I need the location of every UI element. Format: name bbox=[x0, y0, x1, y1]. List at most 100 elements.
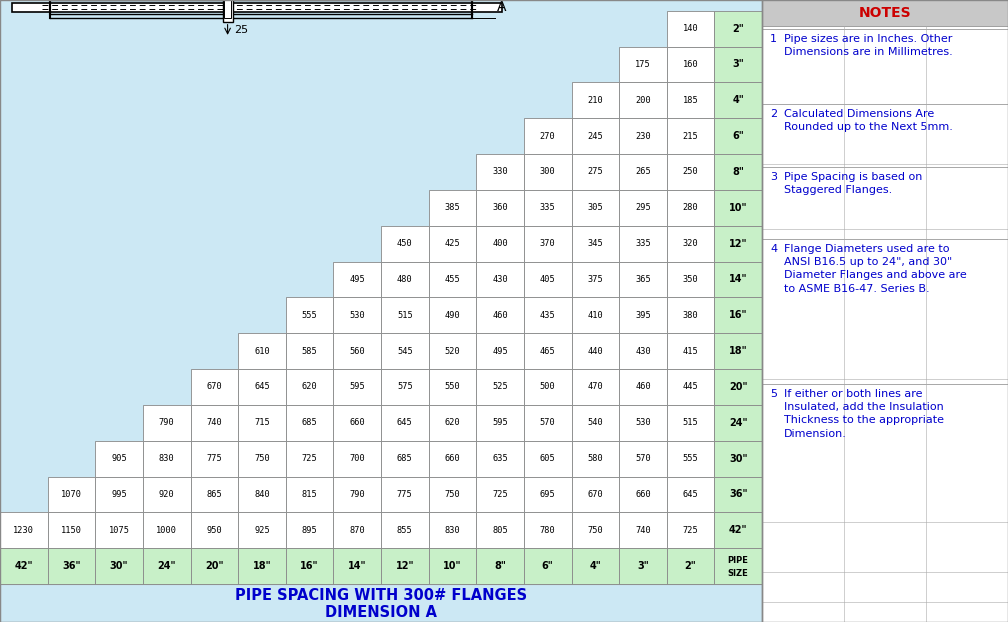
Bar bbox=[524, 154, 572, 190]
Text: 1150: 1150 bbox=[60, 526, 82, 535]
Bar bbox=[524, 476, 572, 513]
Text: 2": 2" bbox=[733, 24, 744, 34]
Text: 540: 540 bbox=[588, 418, 603, 427]
Text: 520: 520 bbox=[445, 346, 461, 356]
Text: 295: 295 bbox=[635, 203, 651, 212]
Text: 570: 570 bbox=[540, 418, 555, 427]
Text: 24": 24" bbox=[157, 561, 176, 571]
Text: 300: 300 bbox=[540, 167, 555, 177]
Bar bbox=[524, 548, 572, 584]
Text: 495: 495 bbox=[492, 346, 508, 356]
Text: Flange Diameters used are to
ANSI B16.5 up to 24", and 30"
Diameter Flanges and : Flange Diameters used are to ANSI B16.5 … bbox=[784, 244, 967, 294]
Text: 450: 450 bbox=[397, 239, 412, 248]
Text: 725: 725 bbox=[301, 454, 318, 463]
Bar bbox=[666, 261, 715, 297]
Bar bbox=[0, 0, 762, 622]
Bar bbox=[476, 154, 524, 190]
Bar bbox=[572, 476, 619, 513]
Bar bbox=[715, 154, 762, 190]
Bar bbox=[476, 548, 524, 584]
Text: 16": 16" bbox=[729, 310, 748, 320]
Text: 725: 725 bbox=[492, 490, 508, 499]
Text: 465: 465 bbox=[540, 346, 555, 356]
Bar bbox=[619, 226, 666, 261]
Bar bbox=[95, 476, 143, 513]
Bar bbox=[572, 190, 619, 226]
Text: 670: 670 bbox=[588, 490, 603, 499]
Text: 920: 920 bbox=[159, 490, 174, 499]
Text: If either or both lines are
Insulated, add the Insulation
Thickness to the appro: If either or both lines are Insulated, a… bbox=[784, 389, 944, 439]
Text: 740: 740 bbox=[635, 526, 651, 535]
Text: 685: 685 bbox=[301, 418, 318, 427]
Bar bbox=[572, 441, 619, 476]
Text: 4": 4" bbox=[733, 95, 744, 105]
Text: 365: 365 bbox=[635, 275, 651, 284]
Text: 950: 950 bbox=[207, 526, 222, 535]
Bar bbox=[95, 441, 143, 476]
Text: 585: 585 bbox=[301, 346, 318, 356]
Text: 270: 270 bbox=[540, 132, 555, 141]
Text: 870: 870 bbox=[350, 526, 365, 535]
Bar bbox=[619, 333, 666, 369]
Text: 350: 350 bbox=[682, 275, 699, 284]
Bar bbox=[572, 261, 619, 297]
Bar bbox=[619, 190, 666, 226]
Text: 555: 555 bbox=[301, 311, 318, 320]
Bar bbox=[524, 261, 572, 297]
Bar bbox=[285, 441, 334, 476]
Bar bbox=[381, 297, 428, 333]
Text: 4": 4" bbox=[590, 561, 601, 571]
Text: 855: 855 bbox=[397, 526, 412, 535]
Text: 305: 305 bbox=[588, 203, 603, 212]
Text: 16": 16" bbox=[300, 561, 319, 571]
Text: 250: 250 bbox=[682, 167, 699, 177]
Text: 345: 345 bbox=[588, 239, 603, 248]
Text: 25: 25 bbox=[235, 25, 249, 35]
Bar bbox=[572, 297, 619, 333]
Bar bbox=[476, 476, 524, 513]
Bar bbox=[619, 405, 666, 441]
Bar bbox=[428, 190, 476, 226]
Text: 410: 410 bbox=[588, 311, 603, 320]
Bar bbox=[223, 0, 233, 22]
Bar bbox=[666, 333, 715, 369]
Bar bbox=[619, 261, 666, 297]
Text: 530: 530 bbox=[635, 418, 651, 427]
Text: 30": 30" bbox=[110, 561, 128, 571]
Text: 525: 525 bbox=[492, 383, 508, 391]
Text: 14": 14" bbox=[729, 274, 748, 284]
Text: DIMENSION A: DIMENSION A bbox=[325, 605, 437, 620]
Bar bbox=[619, 476, 666, 513]
Bar bbox=[619, 82, 666, 118]
Text: 12": 12" bbox=[729, 239, 748, 249]
Text: 275: 275 bbox=[588, 167, 603, 177]
Text: 1: 1 bbox=[770, 34, 777, 44]
Bar bbox=[428, 513, 476, 548]
Bar bbox=[238, 513, 285, 548]
Text: Pipe Spacing is based on
Staggered Flanges.: Pipe Spacing is based on Staggered Flang… bbox=[784, 172, 922, 195]
Text: 470: 470 bbox=[588, 383, 603, 391]
Bar bbox=[715, 513, 762, 548]
Text: 750: 750 bbox=[254, 454, 270, 463]
Bar bbox=[715, 226, 762, 261]
Text: 4: 4 bbox=[770, 244, 777, 254]
Text: 36": 36" bbox=[62, 561, 81, 571]
Text: 5: 5 bbox=[770, 389, 777, 399]
Bar bbox=[524, 190, 572, 226]
Text: 395: 395 bbox=[635, 311, 651, 320]
Bar bbox=[619, 548, 666, 584]
Text: 425: 425 bbox=[445, 239, 461, 248]
Text: 490: 490 bbox=[445, 311, 461, 320]
Bar bbox=[619, 513, 666, 548]
Bar bbox=[428, 476, 476, 513]
Bar bbox=[238, 476, 285, 513]
Text: 160: 160 bbox=[682, 60, 699, 69]
Bar bbox=[666, 548, 715, 584]
Bar bbox=[715, 47, 762, 82]
Bar bbox=[381, 548, 428, 584]
Text: 24": 24" bbox=[729, 418, 748, 428]
Bar bbox=[334, 476, 381, 513]
Text: 8": 8" bbox=[732, 167, 744, 177]
Bar bbox=[619, 154, 666, 190]
Bar bbox=[143, 441, 191, 476]
